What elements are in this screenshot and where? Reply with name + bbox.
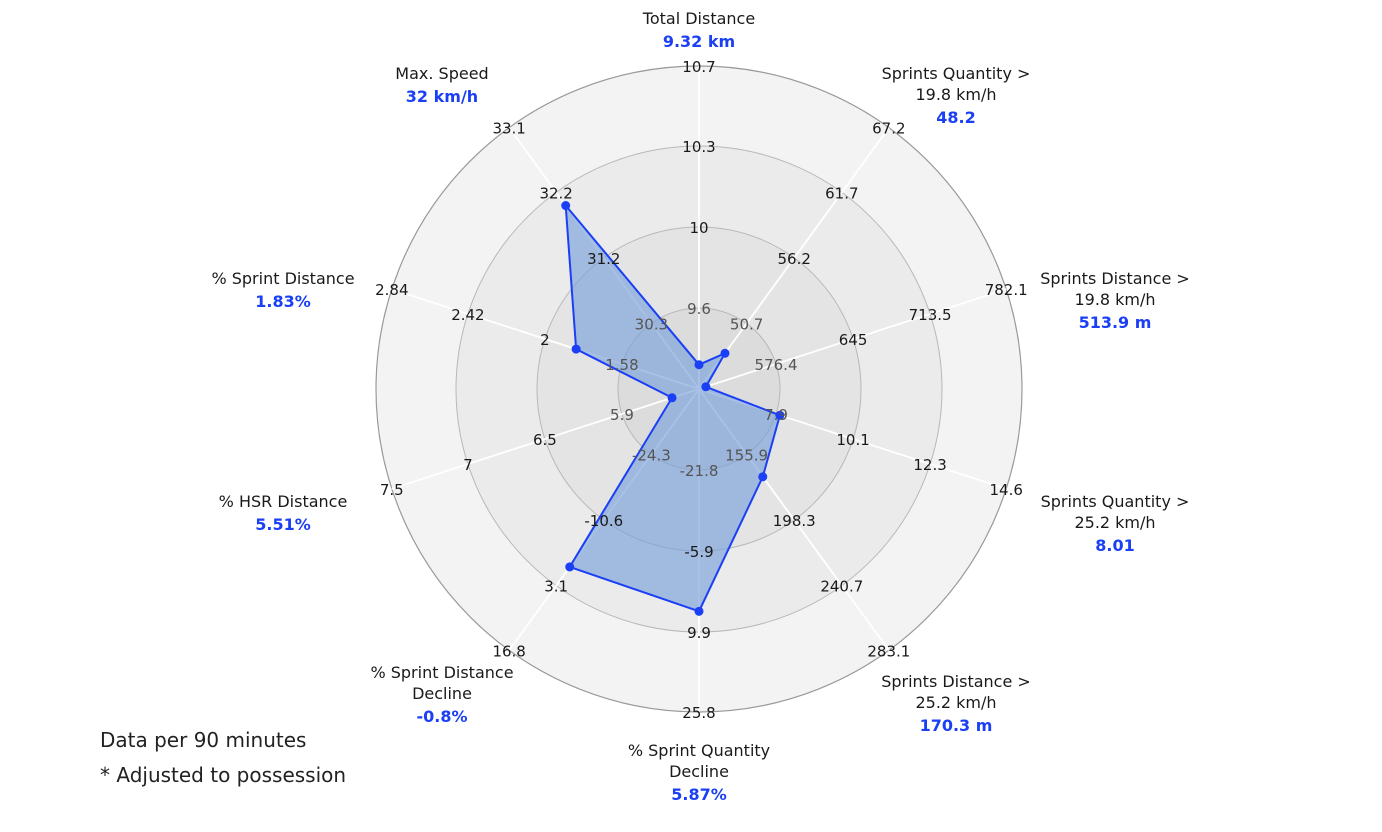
axis-label-8-line-1: % HSR Distance [219, 492, 348, 511]
data-point-5 [758, 472, 768, 482]
axis-label-5-line-1: Sprints Distance > [881, 672, 1031, 691]
axis-label-7-line-2: Decline [412, 684, 472, 703]
tick-label-5-3: 240.7 [820, 578, 863, 596]
axis-label-6-line-1: % Sprint Quantity [628, 741, 770, 760]
tick-label-8-1: 5.9 [610, 406, 634, 424]
axis-value-1: 9.32 km [663, 32, 735, 51]
axis-value-5: 170.3 m [920, 716, 993, 735]
tick-label-4-3: 12.3 [913, 456, 946, 474]
footnote-possession: * Adjusted to possession [100, 763, 347, 787]
tick-label-5-2: 198.3 [773, 512, 816, 530]
axis-label-4-line-1: Sprints Quantity > [1041, 492, 1190, 511]
axis-label-5-line-2: 25.2 km/h [915, 693, 996, 712]
tick-label-3-4: 782.1 [985, 281, 1028, 299]
axis-value-9: 1.83% [255, 292, 311, 311]
tick-label-7-2: -10.6 [584, 512, 623, 530]
axis-label-4-line-2: 25.2 km/h [1074, 513, 1155, 532]
tick-label-9-3: 2.42 [451, 306, 484, 324]
tick-label-7-3: 3.1 [544, 578, 568, 596]
tick-label-8-3: 7 [463, 456, 473, 474]
data-point-3 [701, 382, 711, 392]
axis-value-3: 513.9 m [1079, 313, 1152, 332]
tick-label-6-3: 9.9 [687, 624, 711, 642]
tick-label-6-1: -21.8 [680, 462, 719, 480]
tick-label-4-4: 14.6 [989, 481, 1022, 499]
axis-spoke-3 [698, 288, 1007, 390]
axis-value-10: 32 km/h [406, 87, 478, 106]
tick-label-3-3: 713.5 [909, 306, 952, 324]
data-point-1 [694, 360, 704, 370]
axis-spoke-2 [698, 127, 890, 390]
data-point-6 [694, 606, 704, 616]
tick-label-1-3: 10.3 [682, 138, 715, 156]
axis-value-8: 5.51% [255, 515, 311, 534]
tick-label-8-2: 6.5 [533, 431, 557, 449]
tick-label-1-4: 10.7 [682, 58, 715, 76]
tick-label-5-1: 155.9 [725, 447, 768, 465]
tick-label-9-2: 2 [540, 331, 550, 349]
axis-label-2-line-2: 19.8 km/h [915, 85, 996, 104]
tick-label-1-1: 9.6 [687, 300, 711, 318]
tick-label-1-2: 10 [689, 219, 708, 237]
axis-value-2: 48.2 [936, 108, 975, 127]
tick-label-8-4: 7.5 [380, 481, 404, 499]
axis-label-3-line-2: 19.8 km/h [1074, 290, 1155, 309]
axis-value-4: 8.01 [1095, 536, 1134, 555]
axis-label-2-line-1: Sprints Quantity > [882, 64, 1031, 83]
tick-label-10-3: 32.2 [539, 184, 572, 202]
axis-label-6-line-2: Decline [669, 762, 729, 781]
tick-label-7-1: -24.3 [632, 447, 671, 465]
tick-label-9-1: 1.58 [605, 356, 638, 374]
axis-value-6: 5.87% [671, 785, 727, 804]
data-point-10 [561, 201, 571, 211]
axis-label-7-line-1: % Sprint Distance [370, 663, 513, 682]
tick-label-6-4: 25.8 [682, 704, 715, 722]
tick-label-2-3: 61.7 [825, 184, 858, 202]
axis-label-3-line-1: Sprints Distance > [1040, 269, 1190, 288]
axis-label-9-line-1: % Sprint Distance [211, 269, 354, 288]
tick-label-2-1: 50.7 [730, 315, 763, 333]
tick-label-4-1: 7.9 [764, 406, 788, 424]
tick-label-6-2: -5.9 [684, 543, 713, 561]
tick-label-2-2: 56.2 [778, 250, 811, 268]
tick-label-5-4: 283.1 [867, 642, 910, 660]
axis-spoke-8 [391, 388, 700, 490]
axis-value-7: -0.8% [416, 707, 467, 726]
data-point-9 [571, 344, 581, 354]
footnote-per-90: Data per 90 minutes [100, 728, 307, 752]
tick-label-9-4: 2.84 [375, 281, 408, 299]
tick-label-3-2: 645 [839, 331, 868, 349]
tick-label-10-4: 33.1 [492, 120, 525, 138]
tick-label-7-4: 16.8 [492, 642, 525, 660]
tick-label-10-2: 31.2 [587, 250, 620, 268]
data-point-2 [720, 348, 730, 358]
axis-label-1-line-1: Total Distance [642, 9, 755, 28]
tick-label-10-1: 30.3 [635, 315, 668, 333]
tick-label-4-2: 10.1 [836, 431, 869, 449]
tick-label-2-4: 67.2 [872, 120, 905, 138]
axis-label-10-line-1: Max. Speed [395, 64, 488, 83]
data-point-4 [775, 410, 785, 420]
tick-label-3-1: 576.4 [755, 356, 798, 374]
data-point-7 [565, 562, 575, 572]
data-point-8 [667, 393, 677, 403]
